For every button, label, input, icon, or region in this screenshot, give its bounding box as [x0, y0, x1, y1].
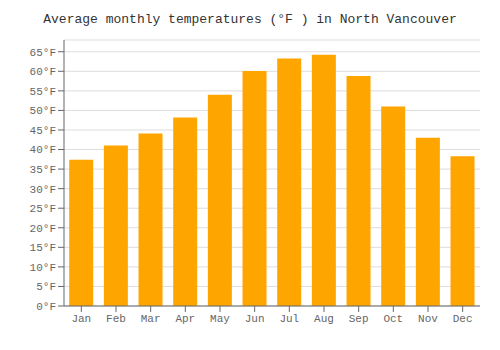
svg-text:Jul: Jul — [279, 313, 299, 325]
svg-text:Sep: Sep — [349, 313, 369, 325]
svg-text:Feb: Feb — [106, 313, 126, 325]
svg-text:60°F: 60°F — [30, 66, 56, 78]
svg-text:45°F: 45°F — [30, 125, 56, 137]
svg-text:5°F: 5°F — [36, 281, 56, 293]
svg-text:Jan: Jan — [71, 313, 91, 325]
svg-text:15°F: 15°F — [30, 242, 56, 254]
svg-text:10°F: 10°F — [30, 262, 56, 274]
svg-text:0°F: 0°F — [36, 301, 56, 313]
svg-text:20°F: 20°F — [30, 223, 56, 235]
svg-text:Apr: Apr — [175, 313, 195, 325]
svg-text:May: May — [210, 313, 230, 325]
svg-text:55°F: 55°F — [30, 86, 56, 98]
html-text:Average monthly temperatures (: Average monthly temperatures (°F ) in No… — [43, 12, 457, 27]
svg-text:Nov: Nov — [418, 313, 438, 325]
svg-text:50°F: 50°F — [30, 105, 56, 117]
svg-text:30°F: 30°F — [30, 184, 56, 196]
svg-text:Oct: Oct — [383, 313, 403, 325]
svg-text:35°F: 35°F — [30, 164, 56, 176]
svg-text:Mar: Mar — [141, 313, 161, 325]
svg-text:65°F: 65°F — [30, 47, 56, 59]
svg-text:40°F: 40°F — [30, 144, 56, 156]
svg-text:25°F: 25°F — [30, 203, 56, 215]
svg-text:Dec: Dec — [453, 313, 473, 325]
svg-text:Jun: Jun — [245, 313, 265, 325]
svg-text:Aug: Aug — [314, 313, 334, 325]
